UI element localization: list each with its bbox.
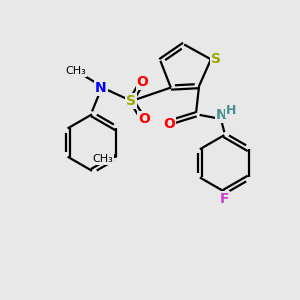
Text: N: N: [215, 108, 227, 122]
Text: CH₃: CH₃: [65, 66, 86, 76]
Text: O: O: [138, 112, 150, 126]
Text: O: O: [136, 75, 148, 88]
Text: H: H: [226, 104, 236, 117]
Text: N: N: [95, 81, 107, 94]
Text: CH₃: CH₃: [93, 154, 113, 164]
Text: S: S: [211, 52, 221, 66]
Text: F: F: [220, 192, 229, 206]
Text: O: O: [163, 117, 175, 131]
Text: S: S: [126, 94, 136, 108]
